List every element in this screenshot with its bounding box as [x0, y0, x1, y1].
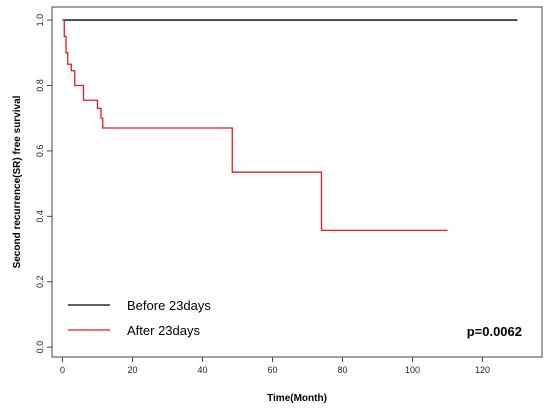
p-value-annotation: p=0.0062 [467, 324, 522, 339]
series-line-1 [62, 19, 448, 232]
legend-label-1: After 23days [127, 323, 200, 338]
legend-label-0: Before 23days [127, 298, 211, 313]
y-tick-label: 0.4 [35, 210, 45, 223]
x-tick-label: 120 [475, 365, 490, 375]
y-tick-label: 1.0 [35, 14, 45, 27]
x-tick-label: 60 [267, 365, 277, 375]
x-tick-label: 0 [60, 365, 65, 375]
y-axis-ticks: 0.0 0.2 0.4 0.6 0.8 1.0 [35, 14, 52, 354]
x-tick-label: 40 [197, 365, 207, 375]
y-tick-label: 0.0 [35, 341, 45, 354]
y-axis-label: Second recurrence(SR) free survival [12, 95, 23, 268]
y-tick-label: 0.2 [35, 276, 45, 289]
y-tick-label: 0.8 [35, 79, 45, 92]
x-tick-label: 20 [127, 365, 137, 375]
plot-frame [51, 6, 543, 358]
y-tick-label: 0.6 [35, 145, 45, 158]
legend: Before 23days After 23days [68, 298, 211, 338]
series-layer [62, 19, 518, 232]
x-tick-label: 80 [337, 365, 347, 375]
x-tick-label: 100 [405, 365, 420, 375]
x-axis-ticks: 0 20 40 60 80 100 120 [60, 357, 490, 375]
x-axis-label: Time(Month) [267, 393, 327, 404]
